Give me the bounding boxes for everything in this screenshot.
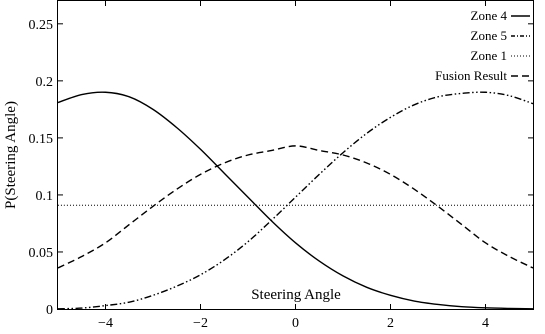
ticks-layer: −4 −2 0 2 4 0 0.05 0.1 0.15 0.2 0.25 <box>29 1 533 331</box>
y-tick-label: 0.15 <box>29 132 54 147</box>
x-tick-label: 2 <box>387 316 394 331</box>
x-axis-label: Steering Angle <box>251 287 341 303</box>
y-axis-label: P(Steering Angle) <box>3 101 19 209</box>
legend: Zone 4 Zone 5 Zone 1 Fusion Result <box>435 8 530 83</box>
x-tick-label: −2 <box>193 316 208 331</box>
y-tick-label: 0.2 <box>36 75 54 90</box>
x-tick-label: 0 <box>292 316 299 331</box>
legend-label-fusion-result: Fusion Result <box>435 68 507 83</box>
y-tick-label: 0.05 <box>29 246 54 261</box>
y-tick-label: 0.1 <box>36 189 54 204</box>
plot-frame <box>57 0 534 310</box>
legend-label-zone-5: Zone 5 <box>471 28 507 43</box>
series-line-zone-5 <box>57 91 534 310</box>
legend-label-zone-4: Zone 4 <box>471 8 508 23</box>
legend-label-zone-1: Zone 1 <box>471 48 507 63</box>
y-tick-label: 0 <box>46 303 53 318</box>
series-line-zone-4 <box>57 91 534 310</box>
x-tick-label: 4 <box>482 316 489 331</box>
series-layer <box>57 91 534 310</box>
y-tick-label: 0.25 <box>29 18 54 33</box>
x-tick-label: −4 <box>98 316 113 331</box>
series-line-fusion-result <box>57 145 534 269</box>
